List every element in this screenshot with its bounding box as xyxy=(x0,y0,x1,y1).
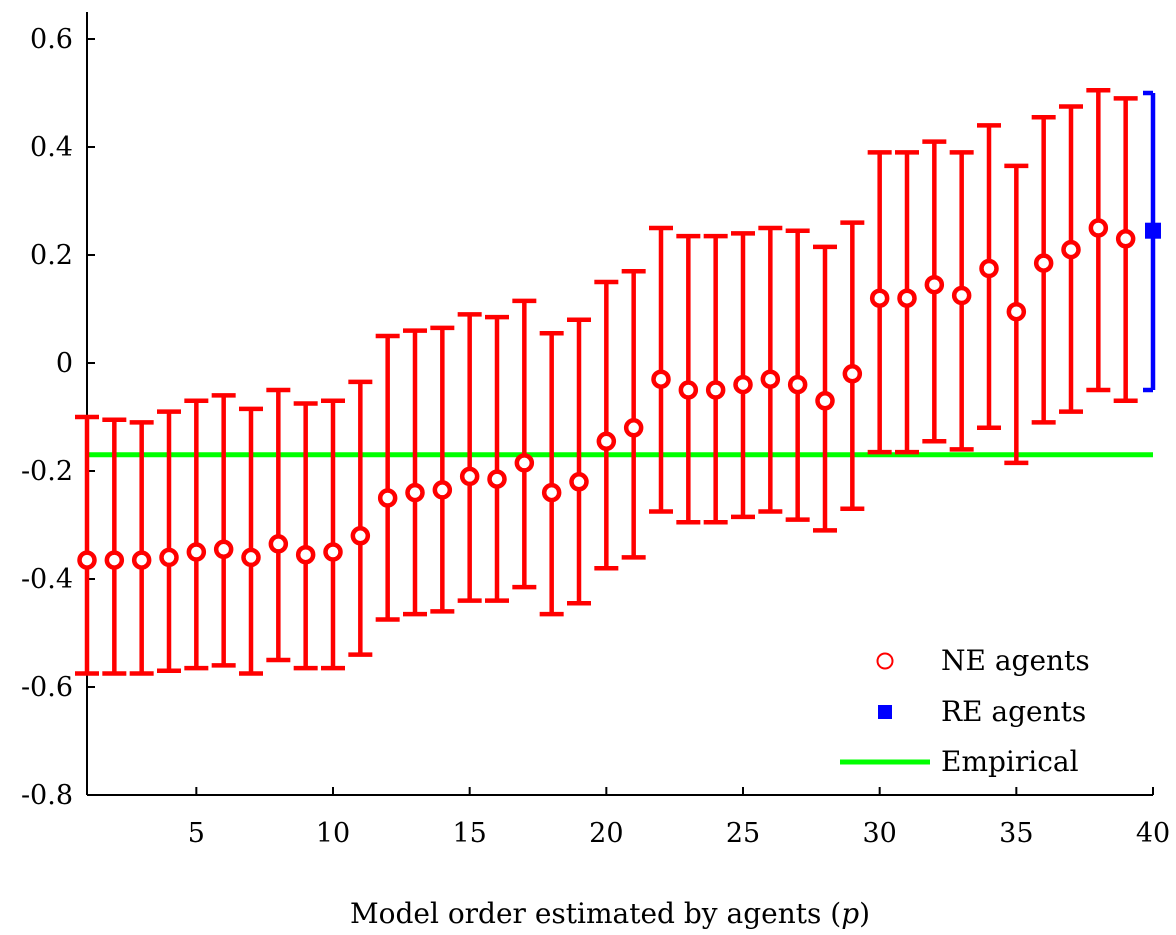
ne-point xyxy=(241,547,261,568)
y-tick-label: -0.6 xyxy=(21,672,73,703)
y-tick-label: -0.2 xyxy=(21,456,73,487)
ne-point xyxy=(514,453,535,473)
ne-error-bar xyxy=(703,233,728,525)
ne-error-bar xyxy=(567,317,591,606)
ne-point xyxy=(1033,253,1054,273)
ne-error-bar xyxy=(403,328,427,617)
ne-point xyxy=(787,374,808,395)
ne-error-bar xyxy=(485,314,509,603)
ne-point xyxy=(1061,239,1081,260)
ne-error-bar xyxy=(512,298,537,590)
ne-error-bar xyxy=(184,398,209,671)
ne-point xyxy=(842,364,863,384)
ne-point xyxy=(104,550,125,570)
legend-symbol-ne xyxy=(876,652,894,670)
ne-point xyxy=(350,526,371,546)
ne-error-bar xyxy=(321,398,345,671)
ne-point xyxy=(541,482,562,503)
axes xyxy=(86,12,1153,796)
ne-point xyxy=(760,369,781,389)
ne-point xyxy=(213,539,234,560)
ne-error-bar xyxy=(457,312,482,603)
ne-point xyxy=(951,285,972,306)
ne-error-bar xyxy=(102,417,127,676)
ne-point xyxy=(1115,229,1136,249)
ne-point xyxy=(815,391,835,411)
ne-point xyxy=(459,466,480,487)
ne-point xyxy=(897,288,917,308)
y-tick-label: 0.4 xyxy=(30,132,73,163)
x-axis-title-close: ) xyxy=(859,897,870,930)
x-ticks: 5 10 15 20 25 30 35 40 xyxy=(188,787,1170,849)
ne-error-bar xyxy=(594,279,619,571)
ne-point xyxy=(77,550,97,570)
x-tick-label: 10 xyxy=(316,818,350,849)
y-tick-label: 0 xyxy=(56,348,73,379)
ne-error-bar xyxy=(157,409,181,674)
x-tick-label: 20 xyxy=(589,818,623,849)
ne-point xyxy=(651,369,671,389)
ne-point xyxy=(186,542,207,562)
ne-error-bar xyxy=(621,268,646,560)
x-tick-label: 40 xyxy=(1136,818,1170,849)
ne-error-bar xyxy=(676,233,701,525)
x-tick-label: 30 xyxy=(862,818,896,849)
ne-point xyxy=(295,544,316,565)
ne-point xyxy=(869,288,890,308)
ne-point xyxy=(924,274,945,295)
ne-point xyxy=(487,469,507,489)
legend-label: RE agents xyxy=(941,695,1086,728)
ne-error-bar xyxy=(293,401,318,671)
x-axis-title-text: Model order estimated by agents ( xyxy=(350,897,841,930)
x-tick-label: 25 xyxy=(726,818,760,849)
ne-point xyxy=(159,547,179,568)
ne-error-bar xyxy=(348,379,373,657)
legend-symbol-re xyxy=(878,705,892,719)
ne-error-bar xyxy=(1086,88,1111,393)
ne-error-bar xyxy=(375,333,400,622)
ne-point xyxy=(623,418,644,438)
ne-error-bar xyxy=(239,406,263,676)
ne-point xyxy=(979,258,999,279)
ne-point xyxy=(596,431,617,452)
ne-point xyxy=(705,380,726,400)
ne-error-bar xyxy=(211,393,236,668)
legend-label: Empirical xyxy=(941,745,1079,778)
y-tick-label: -0.4 xyxy=(21,564,73,595)
markers xyxy=(77,218,1161,570)
legend: NE agents RE agents Empirical xyxy=(840,644,1090,778)
y-ticks: 0.6 0.4 0.2 0 -0.2 -0.4 -0.6 -0.8 xyxy=(21,24,95,811)
ne-point xyxy=(1006,301,1027,322)
x-axis-title: Model order estimated by agents (p) xyxy=(350,897,870,930)
ne-error-bar xyxy=(539,331,564,617)
ne-point xyxy=(569,472,589,492)
ne-error-bar xyxy=(1113,96,1138,404)
ne-point xyxy=(432,480,453,500)
x-tick-label: 5 xyxy=(188,818,205,849)
ne-point xyxy=(323,542,343,562)
legend-label: NE agents xyxy=(941,644,1090,677)
ne-error-bar xyxy=(129,420,154,676)
re-point xyxy=(1145,222,1161,239)
ne-point xyxy=(377,488,398,508)
ne-point xyxy=(268,534,289,554)
ne-point xyxy=(131,550,152,570)
x-tick-label: 35 xyxy=(999,818,1033,849)
ne-point xyxy=(678,380,699,400)
y-tick-label: 0.6 xyxy=(30,24,73,55)
y-tick-label: 0.2 xyxy=(30,240,73,271)
ne-point xyxy=(405,482,425,503)
ne-error-bar xyxy=(266,387,291,663)
ne-point xyxy=(1088,218,1109,238)
error-bars xyxy=(75,88,1156,676)
re-error-bar xyxy=(1143,90,1156,393)
x-axis-title-variable: p xyxy=(841,897,859,930)
ne-error-bar xyxy=(430,325,455,614)
y-tick-label: -0.8 xyxy=(21,780,73,811)
ne-error-bar xyxy=(813,244,837,533)
x-tick-label: 15 xyxy=(452,818,486,849)
ne-error-bar xyxy=(75,414,99,676)
ne-point xyxy=(733,374,753,395)
